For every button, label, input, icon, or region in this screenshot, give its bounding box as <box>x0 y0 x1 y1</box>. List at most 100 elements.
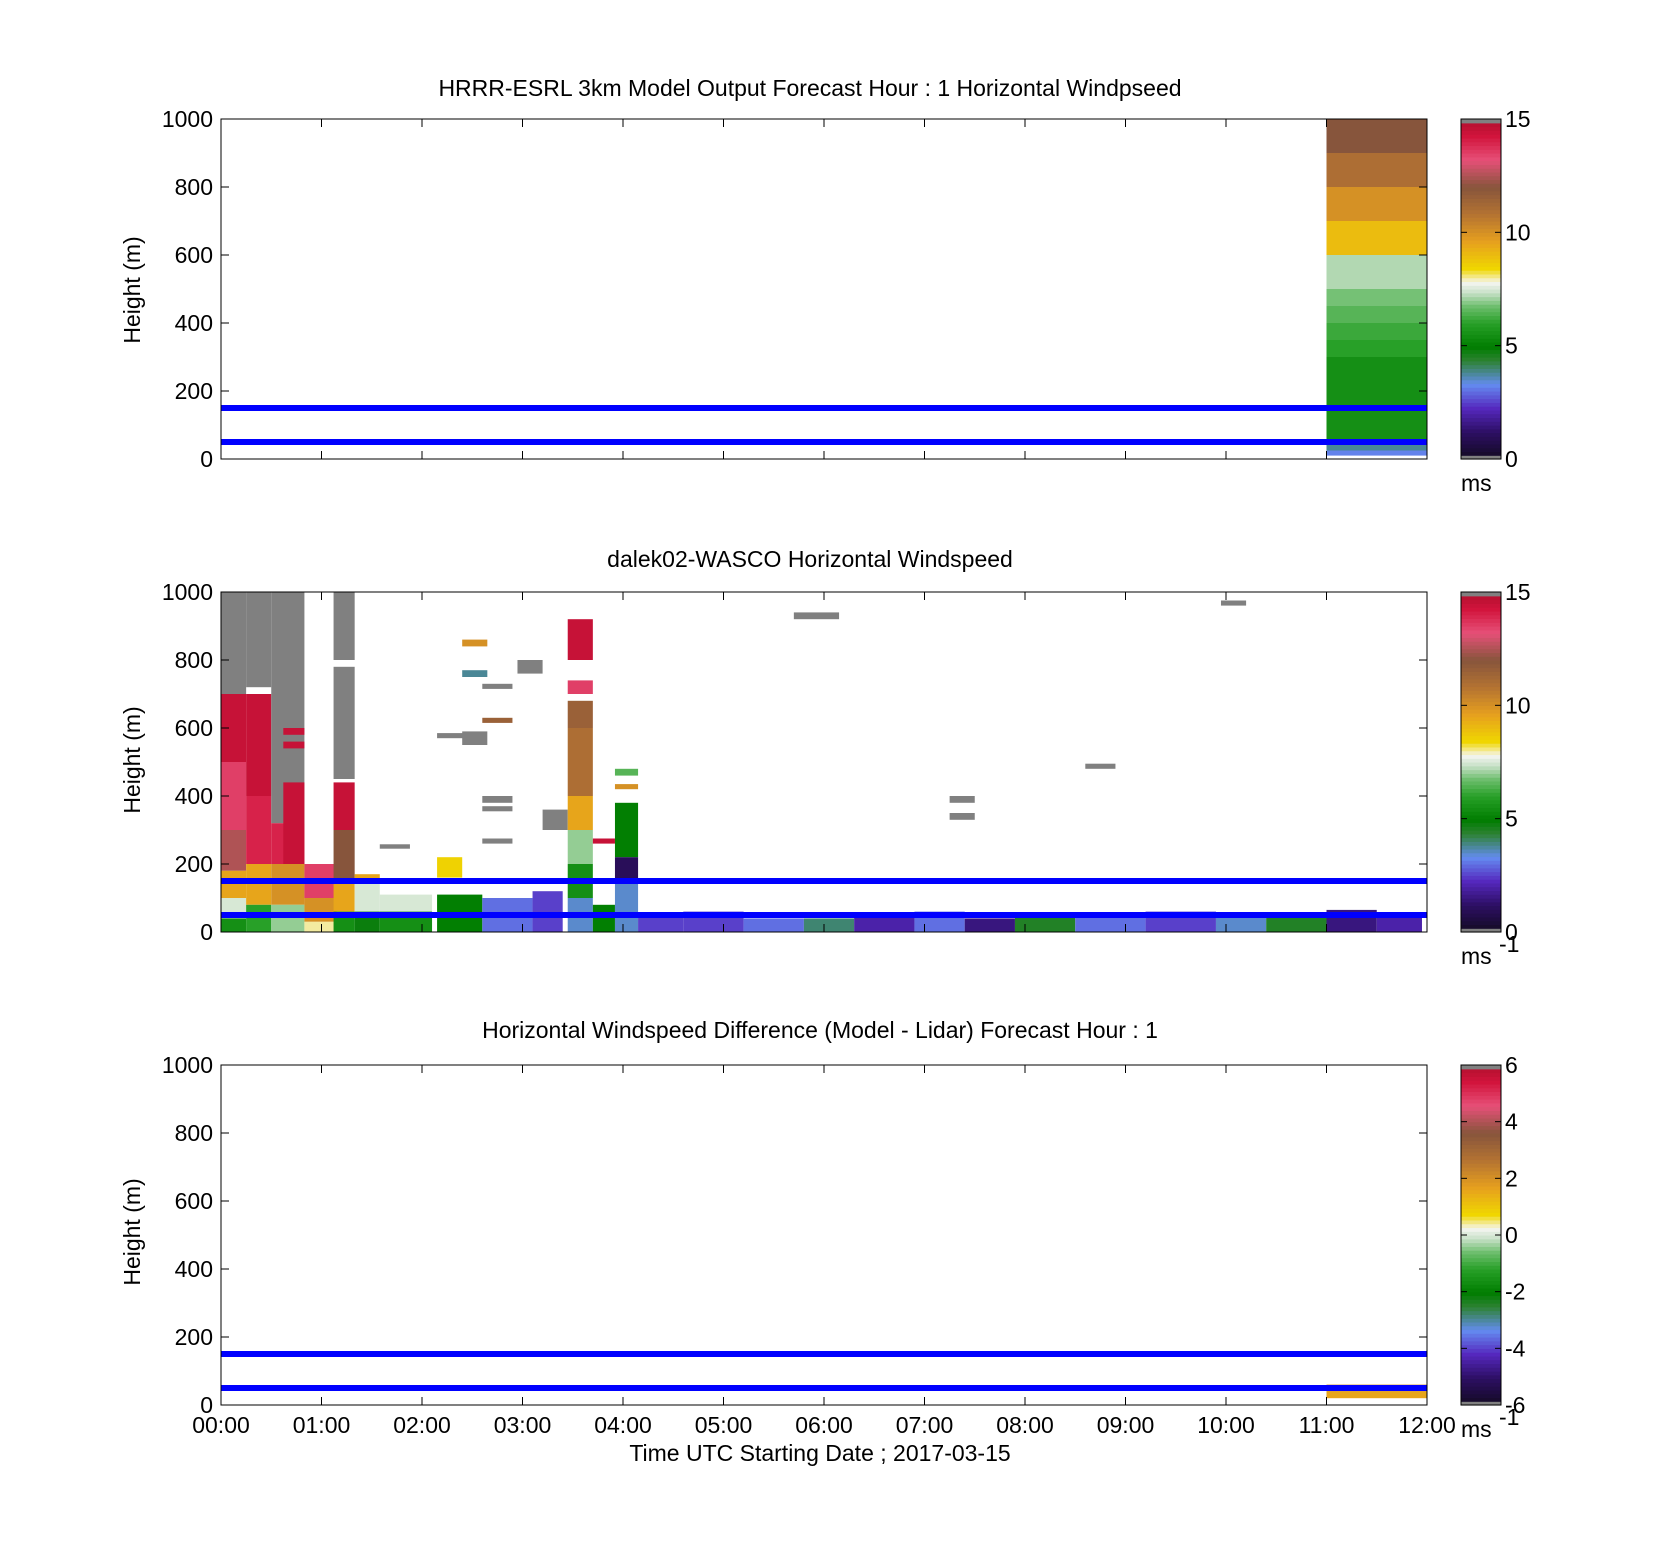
colorbar-segment <box>1461 765 1501 771</box>
x-tick-label: 12:00 <box>1398 1412 1456 1438</box>
heatmap-cell <box>482 796 513 803</box>
colorbar-segment <box>1461 398 1501 403</box>
colorbar-segment <box>1461 652 1501 657</box>
y-tick-label: 0 <box>200 919 213 945</box>
colorbar-segment <box>1461 1110 1501 1115</box>
colorbar-segment <box>1461 417 1501 422</box>
colorbar-tick-label: 4 <box>1505 1109 1518 1135</box>
colorbar-segment <box>1461 1318 1501 1323</box>
heatmap-cell <box>793 612 840 620</box>
y-tick-label: 200 <box>175 378 213 404</box>
colorbar-segment <box>1461 716 1501 722</box>
heatmap-cell <box>333 881 355 912</box>
colorbar-segment <box>1461 860 1501 865</box>
heatmap-cell <box>1326 442 1427 451</box>
colorbar-unit-exponent: -1 <box>1499 931 1519 957</box>
y-tick-label: 600 <box>175 242 213 268</box>
colorbar-segment <box>1461 803 1501 808</box>
colorbar-segment <box>1461 784 1501 790</box>
heatmap-cell <box>1326 1391 1427 1399</box>
colorbar-tick-label: 5 <box>1505 806 1518 832</box>
colorbar-segment <box>1461 341 1501 347</box>
colorbar-segment <box>1461 1261 1501 1266</box>
colorbar-segment <box>1461 436 1501 441</box>
heatmap-cell <box>567 728 593 796</box>
heatmap-cell <box>271 904 305 932</box>
colorbar-unit-label: ms <box>1461 1416 1492 1442</box>
heatmap-cell <box>1326 306 1427 323</box>
colorbar-segment <box>1461 126 1501 131</box>
colorbar-segment <box>1461 315 1501 320</box>
heatmap-cell <box>437 733 468 739</box>
colorbar-segment <box>1461 1114 1501 1119</box>
colorbar-segment <box>1461 1367 1501 1372</box>
colorbar-segment <box>1461 289 1501 294</box>
colorbar-segment <box>1461 841 1501 846</box>
colorbar-segment <box>1461 1163 1501 1168</box>
colorbar-segment <box>1461 746 1501 752</box>
colorbar-tick-label: 5 <box>1505 333 1518 359</box>
colorbar-segment <box>1461 171 1501 177</box>
panel-title: HRRR-ESRL 3km Model Output Forecast Hour… <box>438 75 1181 101</box>
heatmap-cell <box>949 796 975 803</box>
colorbar-segment <box>1461 1204 1501 1210</box>
colorbar-segment <box>1461 413 1501 419</box>
colorbar-segment <box>1461 777 1501 782</box>
colorbar-segment <box>1461 236 1501 241</box>
colorbar-segment <box>1461 626 1501 631</box>
colorbar-segment <box>1461 678 1501 684</box>
colorbar-segment <box>1461 826 1501 831</box>
colorbar-segment <box>1461 421 1501 426</box>
x-tick-label: 00:00 <box>192 1412 250 1438</box>
heatmap-cell <box>462 731 488 745</box>
colorbar-segment <box>1461 137 1501 143</box>
colorbar-segment <box>1461 451 1501 456</box>
colorbar-segment <box>1461 1193 1501 1198</box>
colorbar-segment <box>1461 251 1501 256</box>
colorbar-segment <box>1461 1080 1501 1085</box>
colorbar-segment <box>1461 1269 1501 1274</box>
colorbar-segment <box>1461 1174 1501 1179</box>
colorbar-segment <box>1461 1246 1501 1251</box>
heatmap-cell <box>614 784 639 790</box>
colorbar-segment <box>1461 345 1501 351</box>
colorbar-segment <box>1461 845 1501 850</box>
colorbar-segment <box>1461 928 1501 933</box>
colorbar-segment <box>1461 281 1501 286</box>
colorbar-segment <box>1461 1095 1501 1100</box>
heatmap-cell <box>271 864 305 905</box>
x-tick-label: 03:00 <box>494 1412 552 1438</box>
heatmap-cell <box>482 717 513 723</box>
colorbar-segment <box>1461 239 1501 245</box>
colorbar-segment <box>1461 307 1501 313</box>
heatmap-cell <box>1075 915 1146 932</box>
colorbar-segment <box>1461 122 1501 128</box>
colorbar-unit-label: ms <box>1461 943 1492 969</box>
colorbar-segment <box>1461 796 1501 801</box>
colorbar-segment <box>1461 1359 1501 1365</box>
colorbar-segment <box>1461 1212 1501 1217</box>
colorbar-segment <box>1461 372 1501 377</box>
colorbar-segment <box>1461 856 1501 861</box>
colorbar-segment <box>1461 1223 1501 1229</box>
x-tick-label: 10:00 <box>1197 1412 1255 1438</box>
colorbar-segment <box>1461 1295 1501 1300</box>
colorbar-segment <box>1461 1337 1501 1342</box>
colorbar-segment <box>1461 1068 1501 1074</box>
y-tick-label: 400 <box>175 783 213 809</box>
x-tick-label: 04:00 <box>594 1412 652 1438</box>
model-output-panel: HRRR-ESRL 3km Model Output Forecast Hour… <box>119 75 1531 496</box>
colorbar-segment <box>1461 1287 1501 1293</box>
heatmap-cell <box>221 918 247 932</box>
x-tick-label: 09:00 <box>1097 1412 1155 1438</box>
y-tick-label: 800 <box>175 1120 213 1146</box>
colorbar-segment <box>1461 882 1501 888</box>
colorbar-segment <box>1461 262 1501 267</box>
heatmap-cell <box>283 782 305 864</box>
colorbar-segment <box>1461 886 1501 892</box>
colorbar-tick-label: 6 <box>1505 1052 1518 1078</box>
heatmap-cell <box>1326 450 1427 456</box>
colorbar-segment <box>1461 1378 1501 1383</box>
y-tick-label: 400 <box>175 1256 213 1282</box>
colorbar-segment <box>1461 190 1501 196</box>
